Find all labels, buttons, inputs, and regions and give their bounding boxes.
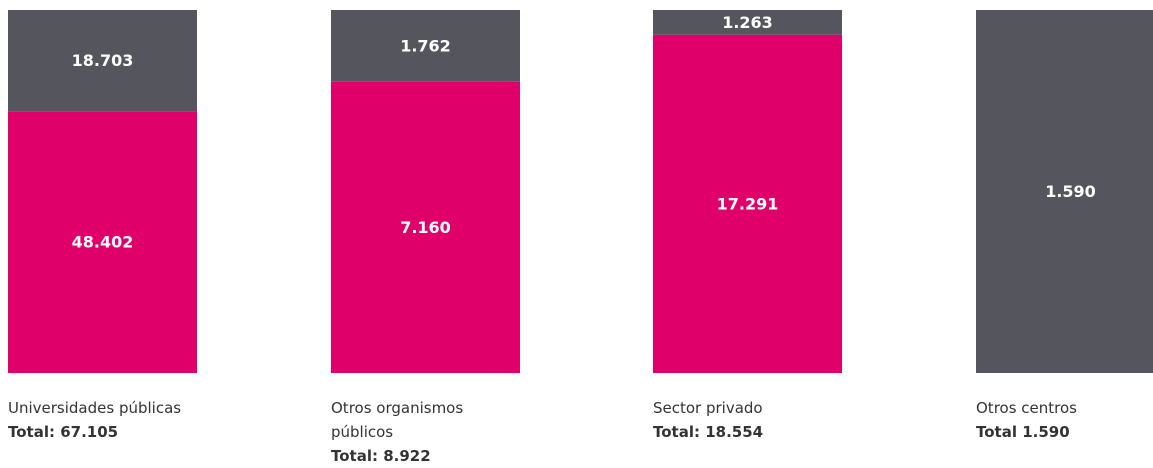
category-name: Sector privado	[653, 399, 763, 417]
value-label: 1.263	[722, 13, 773, 32]
category-name: Universidades públicas	[8, 399, 182, 417]
bar-segment	[653, 10, 842, 35]
category-name: Otros organismos públicos	[331, 399, 464, 441]
value-label: 1.762	[400, 36, 451, 55]
category-name: Otros centros	[976, 399, 1077, 417]
category-total: Total: 18.554	[653, 423, 764, 441]
bar-segment	[8, 10, 197, 112]
category-label: Otros organismos públicos Total: 8.922	[331, 396, 506, 468]
value-label: 18.703	[72, 51, 134, 70]
bar-segment	[653, 34, 842, 373]
value-label: 17.291	[717, 194, 779, 213]
bar-segment	[331, 10, 520, 82]
category-label: Otros centros Total 1.590	[976, 396, 1151, 444]
category-label: Sector privado Total: 18.554	[653, 396, 828, 444]
category-total: Total: 8.922	[331, 447, 431, 465]
category-total: Total 1.590	[976, 423, 1070, 441]
category-label: Universidades públicas Total: 67.105	[8, 396, 183, 444]
bar-segment	[8, 111, 197, 374]
bar-segment	[331, 81, 520, 374]
value-label: 48.402	[72, 233, 134, 252]
bar-segment	[976, 10, 1153, 373]
category-total: Total: 67.105	[8, 423, 119, 441]
value-label: 7.160	[400, 218, 451, 237]
value-label: 1.590	[1045, 182, 1096, 201]
chart: 48.402 18.703 7.160 1.762 17.291 1.263 1.590	[8, 10, 1153, 374]
